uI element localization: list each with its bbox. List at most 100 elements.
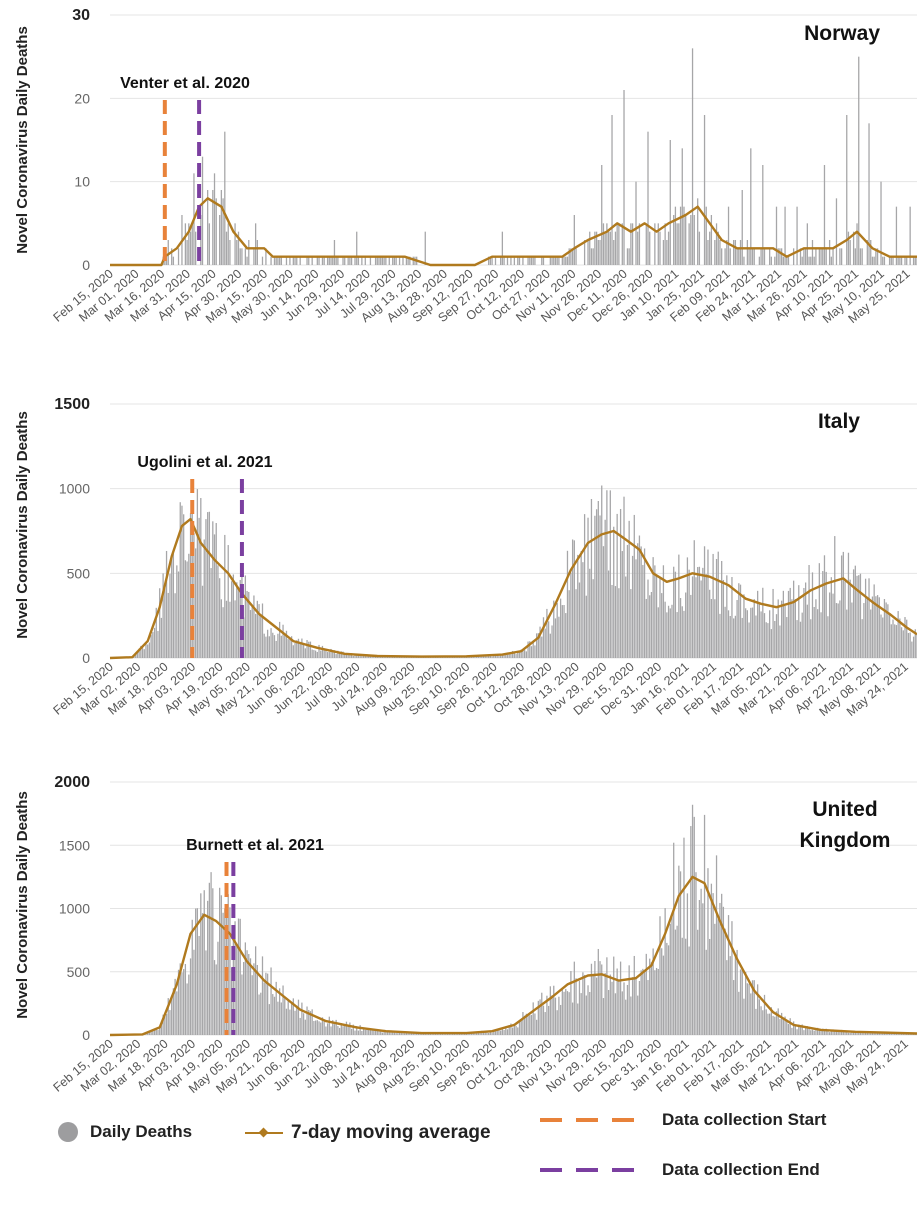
- daily-deaths-bar: [667, 945, 670, 1035]
- daily-deaths-bar: [765, 1009, 767, 1035]
- daily-deaths-bar: [823, 555, 826, 658]
- daily-deaths-bar: [301, 1002, 303, 1035]
- daily-deaths-bar: [703, 115, 706, 265]
- daily-deaths-bar: [508, 1025, 510, 1035]
- daily-deaths-bar: [256, 240, 258, 265]
- daily-deaths-bar: [277, 256, 279, 265]
- daily-deaths-bar: [316, 1020, 318, 1035]
- daily-deaths-bar: [782, 256, 784, 265]
- daily-deaths-bar: [760, 248, 762, 265]
- daily-deaths-bar: [395, 256, 397, 265]
- daily-deaths-bar: [496, 1029, 498, 1035]
- daily-deaths-bar: [179, 502, 181, 658]
- daily-deaths-bar: [299, 643, 301, 658]
- daily-deaths-bar: [553, 985, 555, 1035]
- daily-deaths-bar: [566, 550, 569, 658]
- daily-deaths-bar: [782, 590, 784, 658]
- daily-deaths-bar: [268, 636, 270, 658]
- daily-deaths-bar: [189, 958, 192, 1035]
- daily-deaths-bar: [669, 140, 671, 265]
- daily-deaths-bar: [153, 1029, 156, 1035]
- daily-deaths-bar: [186, 240, 188, 265]
- daily-deaths-bar: [614, 993, 617, 1035]
- daily-deaths-bar: [566, 991, 569, 1035]
- daily-deaths-bar: [787, 1023, 790, 1035]
- daily-deaths-bar: [870, 1033, 872, 1035]
- daily-deaths-bar: [523, 1015, 526, 1035]
- daily-deaths-bar: [280, 635, 282, 658]
- daily-deaths-bar: [184, 223, 187, 265]
- daily-deaths-bar: [760, 611, 762, 658]
- daily-deaths-bar: [888, 613, 891, 658]
- daily-deaths-bar: [690, 826, 692, 1035]
- daily-deaths-bar: [623, 982, 625, 1035]
- daily-deaths-bar: [582, 562, 584, 658]
- daily-deaths-bar: [726, 240, 728, 265]
- daily-deaths-bar: [210, 872, 212, 1035]
- daily-deaths-bar: [364, 256, 366, 265]
- daily-deaths-bar: [695, 872, 697, 1035]
- daily-deaths-bar: [541, 992, 543, 1035]
- daily-deaths-bar: [727, 915, 730, 1035]
- daily-deaths-bar: [373, 1028, 375, 1035]
- daily-deaths-bar: [623, 496, 625, 658]
- daily-deaths-bar: [769, 1013, 771, 1035]
- daily-deaths-bar: [176, 991, 178, 1035]
- daily-deaths-bar: [722, 906, 725, 1035]
- daily-deaths-bar: [609, 974, 611, 1035]
- study-annotation: Ugolini et al. 2021: [137, 454, 272, 471]
- daily-deaths-bar: [834, 1030, 836, 1035]
- daily-deaths-bar: [210, 568, 212, 658]
- daily-deaths-bar: [698, 231, 701, 265]
- daily-deaths-bar: [762, 1010, 764, 1035]
- daily-deaths-bar: [899, 256, 901, 265]
- daily-deaths-bar: [571, 248, 574, 265]
- daily-deaths-bar: [344, 654, 346, 658]
- daily-deaths-bar: [657, 968, 659, 1035]
- daily-deaths-bar: [645, 223, 647, 265]
- daily-deaths-bar: [390, 656, 392, 658]
- daily-deaths-bar: [909, 632, 911, 658]
- daily-deaths-bar: [493, 1029, 495, 1035]
- daily-deaths-bar: [767, 1013, 769, 1035]
- daily-deaths-bar: [606, 957, 608, 1035]
- daily-deaths-bar: [290, 636, 293, 658]
- daily-deaths-bar: [758, 603, 761, 658]
- daily-deaths-bar: [642, 564, 644, 658]
- daily-deaths-bar: [294, 256, 296, 265]
- daily-deaths-bar: [546, 608, 548, 658]
- daily-deaths-bar: [856, 223, 858, 265]
- daily-deaths-bar: [510, 1023, 512, 1035]
- daily-deaths-bar: [565, 613, 567, 658]
- daily-deaths-bar: [631, 555, 634, 658]
- daily-deaths-bar: [813, 606, 815, 658]
- daily-deaths-bar: [335, 1019, 337, 1035]
- charts-canvas: 0 10 20 30 Novel Coronavirus Daily Deaths Ven…: [14, 7, 917, 1096]
- daily-deaths-bar: [383, 1029, 385, 1035]
- daily-deaths-bar: [878, 1033, 880, 1035]
- daily-deaths-bar: [601, 485, 603, 658]
- daily-deaths-bar: [820, 1030, 822, 1035]
- daily-deaths-bar: [876, 1033, 879, 1035]
- daily-deaths-bar: [195, 231, 197, 265]
- daily-deaths-bar: [530, 256, 533, 265]
- study-annotation: Burnett et al. 2021: [186, 837, 324, 854]
- daily-deaths-bar: [152, 632, 154, 658]
- daily-deaths-bar: [719, 613, 721, 658]
- daily-deaths-bar: [549, 256, 551, 265]
- daily-deaths-bar: [518, 256, 521, 265]
- daily-deaths-bar: [205, 519, 207, 658]
- daily-deaths-bar: [621, 551, 623, 658]
- daily-deaths-bar: [486, 1031, 488, 1035]
- daily-deaths-bar: [369, 256, 372, 265]
- daily-deaths-bar: [647, 579, 649, 658]
- daily-deaths-bar: [715, 558, 718, 658]
- daily-deaths-bar: [868, 578, 870, 658]
- daily-deaths-bar: [407, 1033, 409, 1035]
- daily-deaths-bar: [356, 231, 358, 265]
- daily-deaths-bar: [899, 618, 901, 658]
- daily-deaths-bar: [340, 651, 342, 658]
- daily-deaths-bar: [625, 576, 627, 658]
- daily-deaths-bar: [357, 654, 360, 658]
- daily-deaths-bar: [368, 1028, 370, 1035]
